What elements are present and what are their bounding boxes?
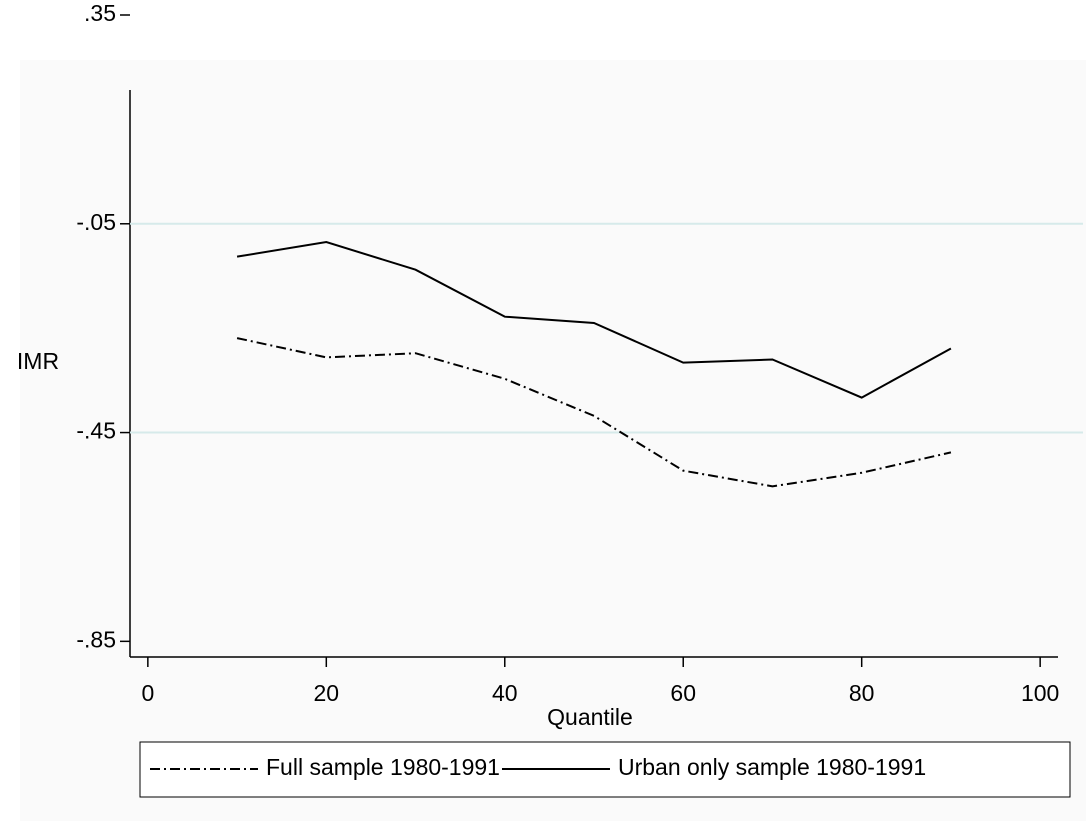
plot-background (20, 60, 1086, 821)
y-tick-label: -.45 (76, 418, 116, 444)
x-tick-label: 80 (849, 680, 875, 706)
y-axis-label: IMR (17, 348, 59, 374)
series-line (236, 337, 952, 488)
y-tick-label: -.05 (76, 209, 116, 235)
x-tick-label: 100 (1021, 680, 1059, 706)
x-tick-label: 0 (141, 680, 154, 706)
legend-label: Urban only sample 1980-1991 (618, 754, 926, 780)
x-tick-label: 60 (670, 680, 696, 706)
y-tick-label: -.85 (76, 626, 116, 652)
series-line (236, 241, 952, 399)
x-tick-label: 20 (314, 680, 340, 706)
x-axis-label: Quantile (547, 704, 633, 730)
legend-label: Full sample 1980-1991 (266, 754, 500, 780)
y-tick-label: .35 (84, 0, 116, 26)
x-tick-label: 40 (492, 680, 518, 706)
